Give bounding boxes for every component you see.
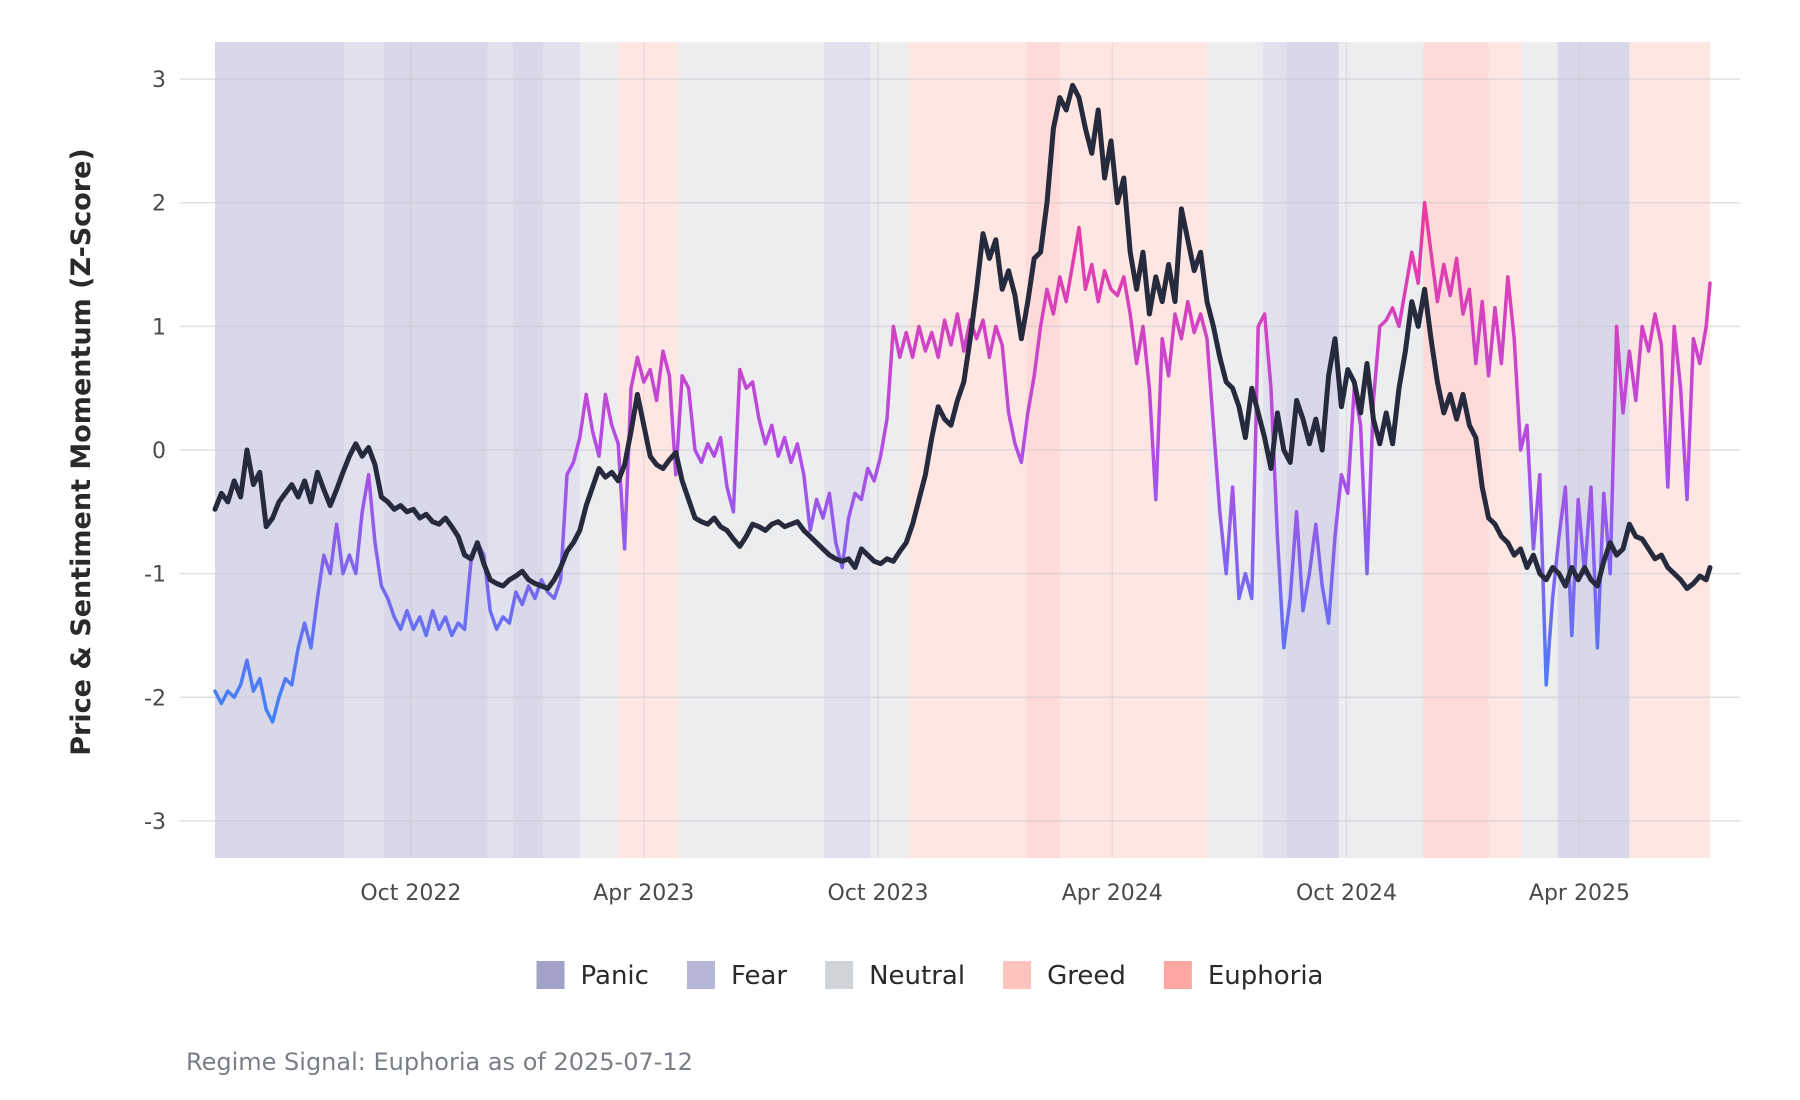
y-tick-label: -3 xyxy=(144,810,166,835)
y-tick-label: -2 xyxy=(144,686,166,711)
regime-caption: Regime Signal: Euphoria as of 2025-07-12 xyxy=(186,1048,693,1076)
legend-swatch xyxy=(536,961,565,989)
legend-item-greed: Greed xyxy=(1003,961,1126,991)
legend-item-fear: Fear xyxy=(686,961,787,991)
legend-label: Panic xyxy=(581,961,649,991)
x-tick-label: Apr 2025 xyxy=(1529,881,1630,906)
y-tick-label: 3 xyxy=(152,68,166,93)
x-tick-label: Apr 2024 xyxy=(1062,881,1163,906)
legend-item-neutral: Neutral xyxy=(825,961,965,991)
y-axis-ticks: 3 2 1 0 -1 -2 -3 xyxy=(144,68,166,835)
legend-swatch xyxy=(1163,961,1192,989)
x-tick-label: Oct 2024 xyxy=(1296,881,1397,906)
series-lines xyxy=(212,82,1713,724)
grid-lines xyxy=(180,42,1740,858)
legend-label: Neutral xyxy=(869,961,965,991)
legend-item-euphoria: Euphoria xyxy=(1163,961,1324,991)
legend-swatch xyxy=(1003,961,1032,989)
legend-item-panic: Panic xyxy=(536,961,649,991)
legend: Panic Fear Neutral Greed Euphoria xyxy=(536,961,1324,991)
x-tick-label: Oct 2022 xyxy=(360,881,461,906)
y-tick-label: 1 xyxy=(152,315,166,340)
y-tick-label: -1 xyxy=(144,563,166,588)
y-tick-label: 2 xyxy=(152,192,166,217)
x-axis-ticks: Oct 2022 Apr 2023 Oct 2023 Apr 2024 Oct 2024… xyxy=(360,881,1630,906)
legend-label: Greed xyxy=(1047,961,1126,991)
x-tick-label: Oct 2023 xyxy=(828,881,929,906)
price-series-line xyxy=(212,82,1713,591)
legend-swatch xyxy=(825,961,854,989)
legend-swatch xyxy=(686,961,715,989)
x-tick-label: Apr 2023 xyxy=(593,881,694,906)
y-tick-label: 0 xyxy=(152,439,166,464)
legend-label: Fear xyxy=(731,961,787,991)
sentiment-series-line xyxy=(213,200,1712,724)
legend-label: Euphoria xyxy=(1208,961,1324,991)
y-axis-title: Price & Sentiment Momentum (Z-Score) xyxy=(66,148,97,756)
